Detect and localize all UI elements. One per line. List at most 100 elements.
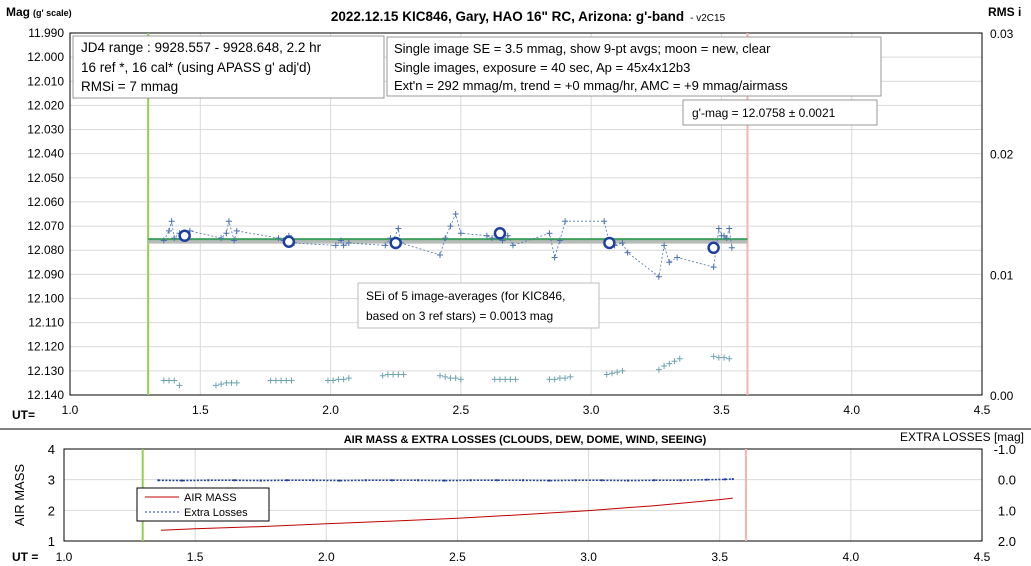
single-image-point	[332, 242, 339, 249]
bottom-right-tick-labels: 2.0 1.0 0.0 -1.0	[994, 442, 1016, 549]
extra-losses-point	[469, 479, 472, 482]
top-y-tick: 12.000	[27, 50, 64, 64]
top-x-tick: 2.0	[322, 403, 339, 417]
rms-point	[661, 363, 668, 370]
rms-point	[395, 371, 402, 378]
rms-point	[267, 377, 274, 384]
top-y-tick: 12.140	[27, 388, 64, 402]
rms-point	[614, 369, 621, 376]
rms-point	[671, 358, 678, 365]
info-right-line-2: Single images, exposure = 40 sec, Ap = 4…	[394, 60, 690, 75]
single-image-point	[447, 223, 454, 230]
single-image-point	[457, 230, 464, 237]
bottom-x-tick: 1.5	[187, 550, 204, 564]
single-image-point	[489, 235, 496, 242]
rms-point	[666, 360, 673, 367]
extra-losses-point	[626, 479, 629, 482]
bottom-right-tick: -1.0	[994, 442, 1016, 457]
average-series	[178, 227, 720, 255]
sei-line-1: SEi of 5 image-averages (for KIC846,	[366, 289, 565, 303]
extra-losses-point	[731, 478, 734, 481]
single-image-point	[661, 242, 668, 249]
single-image-point	[223, 230, 230, 237]
bottom-right-tick: 2.0	[998, 534, 1016, 549]
bottom-x-tick: 1.0	[56, 550, 73, 564]
bottom-x-tick: 3.5	[711, 550, 728, 564]
top-y-tick: 12.080	[27, 243, 64, 257]
rms-point	[502, 376, 509, 383]
magnitude-chart: 11.990 12.000 12.010 12.020 12.030 12.040 12.0…	[6, 5, 1021, 422]
single-image-point	[562, 218, 569, 225]
rms-point	[345, 375, 352, 382]
info-box-right	[386, 36, 882, 97]
rms-point	[278, 377, 285, 384]
gmag-box	[682, 99, 878, 126]
top-y-tick: 12.020	[27, 98, 64, 112]
extra-losses-point	[181, 479, 184, 482]
single-image-point	[726, 225, 733, 232]
rms-point	[330, 377, 337, 384]
rms-point	[676, 355, 683, 362]
extra-losses-point	[548, 479, 551, 482]
single-image-point	[655, 273, 662, 280]
rms-point	[457, 376, 464, 383]
rms-point	[223, 379, 230, 386]
rms-point	[212, 382, 219, 389]
average-point	[178, 229, 191, 242]
rms-point	[603, 371, 610, 378]
rms-point	[176, 382, 183, 389]
rms-point	[452, 375, 459, 382]
rms-series	[160, 353, 733, 389]
rms-point	[726, 355, 733, 362]
rms-point	[496, 376, 503, 383]
info-left-line-2: 16 ref *, 16 cal* (using APASS g' adj'd)	[81, 60, 311, 75]
rms-point	[551, 376, 558, 383]
bottom-x-tick: 2.5	[449, 550, 466, 564]
y-axis-label: Mag (g' scale)	[6, 5, 72, 19]
rms-point	[160, 377, 167, 384]
info-left-line-1: JD4 range : 9928.557 - 9928.648, 2.2 hr	[81, 40, 322, 55]
rms-point	[228, 379, 235, 386]
top-x-tick: 2.5	[453, 403, 470, 417]
top-x-tick: 4.0	[843, 403, 860, 417]
extra-losses-point	[653, 479, 656, 482]
single-image-point	[728, 244, 735, 251]
top-y-tick: 12.070	[27, 219, 64, 233]
top-x-tick-labels: 1.0 1.5 2.0 2.5 3.0 3.5 4.0 4.5	[62, 403, 991, 417]
single-image-point	[395, 225, 402, 232]
extra-losses-line	[158, 478, 733, 482]
legend-box	[136, 487, 270, 522]
top-y-tick: 12.010	[27, 74, 64, 88]
single-image-point	[666, 259, 673, 266]
extra-losses-point	[338, 479, 341, 482]
rms-point	[556, 375, 563, 382]
extra-losses-point	[417, 479, 420, 482]
extra-losses-point	[495, 479, 498, 482]
top-y-tick: 12.090	[27, 267, 64, 281]
rms-point	[437, 372, 444, 379]
extra-losses-point	[233, 479, 236, 482]
rms-point	[447, 375, 454, 382]
single-image-point	[382, 242, 389, 249]
rms-point	[710, 353, 717, 360]
single-image-point	[509, 242, 516, 249]
average-point	[282, 235, 296, 249]
airmass-line	[160, 497, 733, 531]
average-point	[603, 236, 616, 250]
single-image-point	[437, 252, 444, 259]
rms-point	[567, 373, 574, 380]
bottom-plot-frame	[63, 448, 983, 542]
single-image-point	[624, 249, 631, 256]
sei-box	[357, 282, 600, 329]
extra-losses-point	[390, 479, 393, 482]
legend-airmass-label: AIR MASS	[184, 492, 237, 504]
single-image-point	[275, 235, 282, 242]
rms-point	[379, 372, 386, 379]
info-left-line-3: RMSi = 7 mmag	[81, 79, 178, 94]
extra-losses-point	[522, 479, 524, 482]
single-image-point	[715, 225, 722, 232]
extra-losses-point	[285, 479, 288, 482]
extra-losses-point	[312, 479, 315, 482]
top-y-tick: 12.130	[27, 364, 64, 378]
